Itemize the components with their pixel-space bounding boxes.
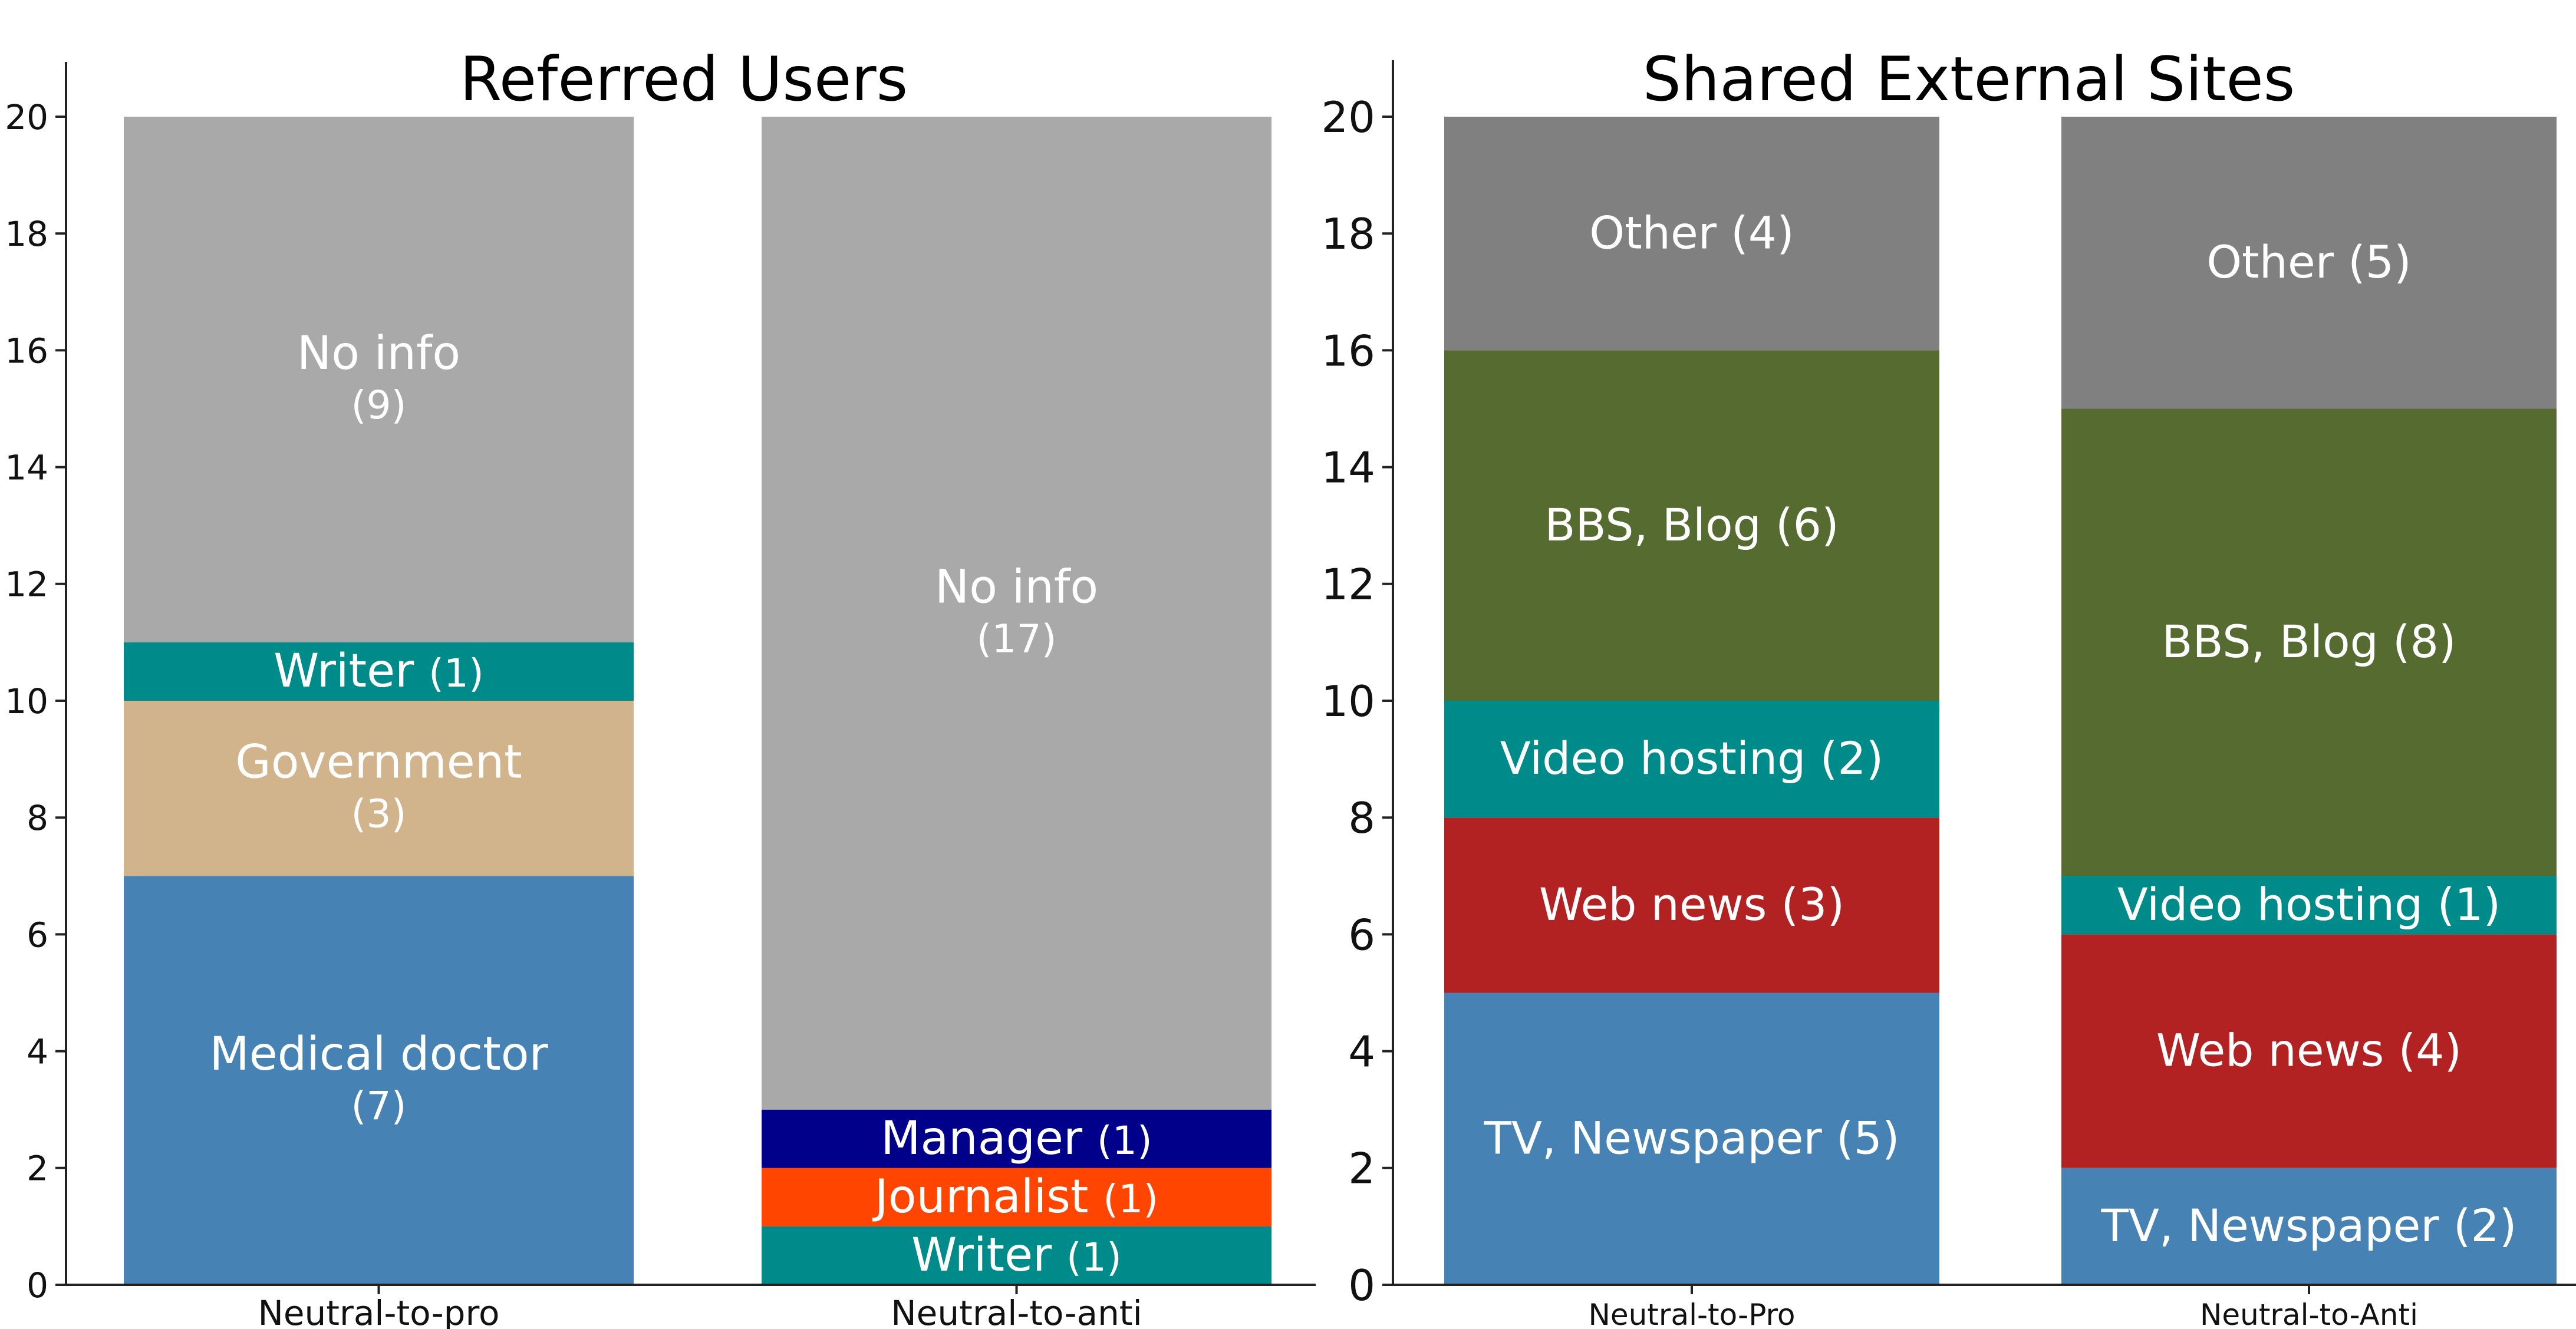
- segment-label: BBS, Blog (8): [2162, 615, 2456, 668]
- segment-label: Video hosting (2): [1500, 732, 1884, 784]
- segment-label: Other (4): [1589, 206, 1794, 259]
- segment-count-label: (17): [976, 615, 1056, 661]
- y-tick-label: 20: [1321, 93, 1375, 142]
- segment-count-label: (9): [351, 382, 407, 428]
- segment-count-label: (3): [351, 791, 407, 837]
- x-tick-label: Neutral-to-anti: [891, 1293, 1142, 1329]
- bar-segment-neutral-to-anti-manager: [762, 1109, 1271, 1168]
- y-tick-label: 10: [5, 681, 48, 721]
- y-tick-label: 12: [5, 565, 48, 605]
- segment-label: TV, Newspaper (2): [2101, 1199, 2517, 1252]
- bar-segment-neutral-to-pro-government: [124, 701, 634, 876]
- shared-external-sites-panel: Shared External Sites TV, Newspaper (5) W…: [1321, 44, 2576, 1329]
- bar-segment-neutral-to-pro-tv-newspaper-5: [1444, 992, 1939, 1285]
- segment-label: TV, Newspaper (5): [1484, 1112, 1900, 1164]
- bar-segment-neutral-to-anti-writer: [762, 1226, 1271, 1285]
- y-tick-label: 12: [1321, 560, 1375, 609]
- y-tick-label: 8: [1348, 793, 1375, 843]
- bar-segment-neutral-to-anti-bbs-blog-8: [2061, 408, 2557, 876]
- y-tick-label: 4: [1348, 1027, 1375, 1077]
- y-tick-label: 6: [27, 915, 48, 955]
- shared-external-sites-title: Shared External Sites: [1643, 44, 2295, 115]
- segment-label: No info: [297, 327, 460, 380]
- segment-label: Writer (1): [274, 645, 484, 698]
- y-tick-label: 0: [27, 1265, 48, 1305]
- bar-segment-neutral-to-pro-no-info: [124, 117, 634, 642]
- bar-segment-neutral-to-pro-medical-doctor: [124, 876, 634, 1285]
- x-tick-label: Neutral-to-pro: [258, 1293, 499, 1329]
- y-tick-label: 18: [1321, 209, 1375, 259]
- y-tick-label: 14: [1321, 443, 1375, 493]
- x-tick-label: Neutral-to-Pro: [1588, 1298, 1795, 1329]
- bar-segment-neutral-to-anti-journalist: [762, 1168, 1271, 1226]
- segment-label: BBS, Blog (6): [1544, 499, 1839, 551]
- segment-label: No info: [935, 560, 1098, 614]
- y-tick-label: 0: [1348, 1261, 1375, 1310]
- y-tick-label: 4: [27, 1031, 48, 1071]
- y-tick-label: 2: [1348, 1144, 1375, 1193]
- segment-label: Manager (1): [881, 1112, 1152, 1165]
- y-tick-label: 18: [5, 214, 48, 254]
- bar-segment-neutral-to-anti-no-info: [762, 117, 1271, 1110]
- segment-label: Video hosting (1): [2117, 878, 2501, 931]
- segment-label: Web news (3): [1539, 878, 1844, 931]
- y-tick-label: 10: [1321, 677, 1375, 726]
- bar-segment-neutral-to-pro-bbs-blog-6: [1444, 350, 1939, 701]
- bar-segment-neutral-to-anti-other-5: [2061, 117, 2557, 409]
- bar-segment-neutral-to-anti-video-hosting-1: [2061, 876, 2557, 935]
- segment-label: Writer (1): [911, 1229, 1122, 1282]
- segment-label: Other (5): [2206, 236, 2412, 288]
- y-tick-label: 16: [1321, 326, 1375, 375]
- segment-label: Web news (4): [2156, 1024, 2462, 1077]
- bar-segment-neutral-to-pro-other-4: [1444, 117, 1939, 351]
- y-tick-label: 14: [5, 447, 48, 487]
- bar-segment-neutral-to-pro-writer: [124, 642, 634, 701]
- referred-users-panel: Referred Users Medical doctor(7) Governme…: [5, 44, 1316, 1329]
- segment-label: Government: [235, 736, 522, 789]
- y-tick-label: 2: [27, 1149, 48, 1189]
- segment-label: Journalist (1): [872, 1170, 1158, 1224]
- x-tick-label: Neutral-to-Anti: [2200, 1298, 2418, 1329]
- y-tick-label: 6: [1348, 910, 1375, 959]
- bar-segment-neutral-to-anti-web-news-4: [2061, 934, 2557, 1168]
- y-tick-label: 8: [27, 798, 48, 838]
- bar-segment-neutral-to-anti-tv-newspaper-2: [2061, 1168, 2557, 1285]
- y-tick-label: 20: [5, 97, 48, 137]
- referred-users-title: Referred Users: [460, 44, 908, 115]
- bar-segment-neutral-to-pro-web-news-3: [1444, 817, 1939, 993]
- segment-label: Medical doctor: [209, 1028, 548, 1081]
- segment-count-label: (7): [351, 1083, 407, 1129]
- y-tick-label: 16: [5, 331, 48, 371]
- bar-segment-neutral-to-pro-video-hosting-2: [1444, 701, 1939, 818]
